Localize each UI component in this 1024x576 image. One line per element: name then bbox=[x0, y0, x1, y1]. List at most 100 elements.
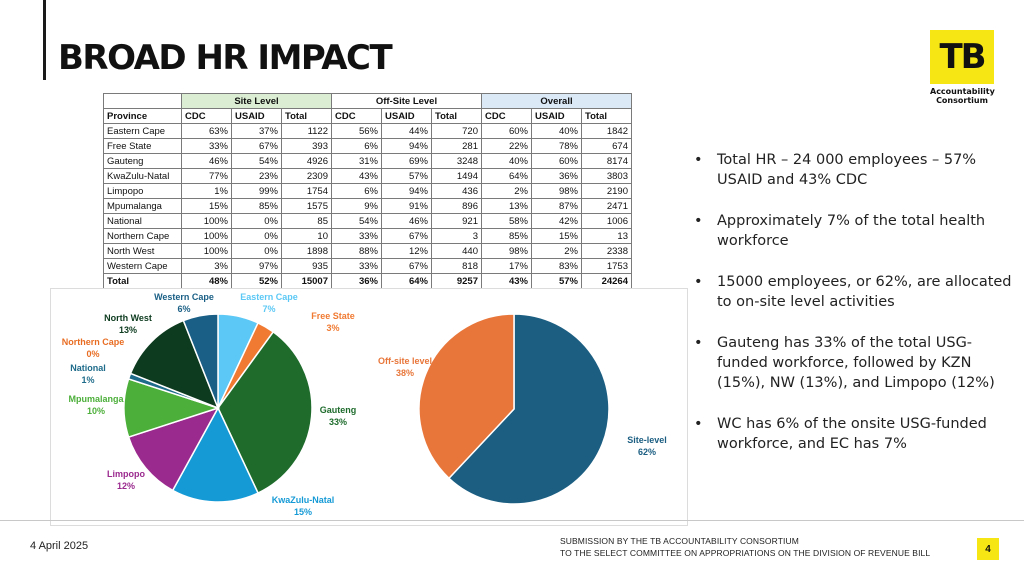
bullet-icon: • bbox=[694, 416, 703, 432]
total-cell: 24264 bbox=[581, 273, 632, 289]
header-overall-usaid: USAID bbox=[531, 108, 582, 124]
header-province: Province bbox=[103, 108, 182, 124]
table-cell: 0% bbox=[231, 213, 282, 229]
pie-label-percent: 38% bbox=[396, 368, 414, 378]
pie-data-label: Limpopo 12% bbox=[107, 469, 145, 491]
footer-line-1: SUBMISSION BY THE TB ACCOUNTABILITY CONS… bbox=[560, 536, 799, 546]
bullet-icon: • bbox=[694, 213, 703, 229]
table-cell: 99% bbox=[231, 183, 282, 199]
table-cell: 83% bbox=[531, 258, 582, 274]
pie-label-percent: 10% bbox=[87, 406, 105, 416]
table-cell: 1575 bbox=[281, 198, 332, 214]
pie-data-label: Free State 3% bbox=[311, 311, 355, 333]
table-cell: 2309 bbox=[281, 168, 332, 184]
province-cell: KwaZulu-Natal bbox=[103, 168, 182, 184]
table-cell: 1898 bbox=[281, 243, 332, 259]
table-row: Northern Cape 100% 0% 10 33% 67% 3 85% 15% 13 bbox=[103, 228, 632, 244]
logo-caption-line1: Accountability bbox=[930, 87, 995, 96]
table-body: Eastern Cape 63% 37% 1122 56% 44% 720 60% 40% 184… bbox=[103, 123, 632, 274]
pie-slice bbox=[217, 330, 313, 495]
table-cell: 56% bbox=[331, 123, 382, 139]
tb-accountability-logo: TB Accountability Consortium bbox=[930, 30, 995, 105]
bullet-item: • Gauteng has 33% of the total USG-funded… bbox=[692, 333, 1012, 393]
bullet-item: • WC has 6% of the onsite USG-funded work… bbox=[692, 414, 1012, 454]
table-cell: 54% bbox=[231, 153, 282, 169]
total-cell: Total bbox=[103, 273, 182, 289]
province-cell: Free State bbox=[103, 138, 182, 154]
province-cell: Mpumalanga bbox=[103, 198, 182, 214]
table-cell: 896 bbox=[431, 198, 482, 214]
table-cell: 3248 bbox=[431, 153, 482, 169]
hr-table: Site Level Off-Site Level Overall Provin… bbox=[103, 93, 632, 289]
province-cell: Eastern Cape bbox=[103, 123, 182, 139]
pie-label-category: National bbox=[70, 363, 106, 373]
table-cell: 60% bbox=[481, 123, 532, 139]
pie-label-percent: 0% bbox=[86, 349, 99, 359]
bullet-icon: • bbox=[694, 152, 703, 168]
total-cell: 57% bbox=[531, 273, 582, 289]
table-cell: 94% bbox=[381, 183, 432, 199]
table-cell: 1122 bbox=[281, 123, 332, 139]
table-cell: 1754 bbox=[281, 183, 332, 199]
table-cell: 674 bbox=[581, 138, 632, 154]
table-cell: 77% bbox=[181, 168, 232, 184]
table-cell: 46% bbox=[181, 153, 232, 169]
province-cell: Limpopo bbox=[103, 183, 182, 199]
table-cell: 9% bbox=[331, 198, 382, 214]
pie-label-category: Gauteng bbox=[320, 405, 357, 415]
pie-data-label: Gauteng 33% bbox=[320, 405, 357, 427]
table-cell: 98% bbox=[531, 183, 582, 199]
group-spacer bbox=[103, 93, 182, 109]
table-total-row: Total 48% 52% 15007 36% 64% 9257 43% 57%… bbox=[103, 273, 632, 289]
province-cell: Gauteng bbox=[103, 153, 182, 169]
logo-caption-line2: Consortium bbox=[936, 96, 988, 105]
table-cell: 85 bbox=[281, 213, 332, 229]
pie-slice bbox=[182, 313, 219, 409]
table-cell: 54% bbox=[331, 213, 382, 229]
table-cell: 64% bbox=[481, 168, 532, 184]
table-cell: 37% bbox=[231, 123, 282, 139]
table-cell: 818 bbox=[431, 258, 482, 274]
table-cell: 42% bbox=[531, 213, 582, 229]
table-cell: 88% bbox=[331, 243, 382, 259]
total-cell: 43% bbox=[481, 273, 532, 289]
table-cell: 6% bbox=[331, 183, 382, 199]
table-cell: 67% bbox=[231, 138, 282, 154]
header-off-cdc: CDC bbox=[331, 108, 382, 124]
header-site-total: Total bbox=[281, 108, 332, 124]
bullet-text: WC has 6% of the onsite USG-funded workf… bbox=[717, 416, 987, 452]
table-cell: 40% bbox=[531, 123, 582, 139]
table-cell: 40% bbox=[481, 153, 532, 169]
pie-label-percent: 3% bbox=[326, 323, 339, 333]
bullet-icon: • bbox=[694, 335, 703, 351]
table-cell: 57% bbox=[381, 168, 432, 184]
table-cell: 13% bbox=[481, 198, 532, 214]
pie-data-label: North West 13% bbox=[104, 313, 152, 335]
table-cell: 33% bbox=[331, 228, 382, 244]
table-cell: 60% bbox=[531, 153, 582, 169]
table-cell: 15% bbox=[181, 198, 232, 214]
table-header-row: Province CDC USAID Total CDC USAID Total… bbox=[103, 108, 632, 124]
table-cell: 281 bbox=[431, 138, 482, 154]
header-site-usaid: USAID bbox=[231, 108, 282, 124]
group-off-site-level: Off-Site Level bbox=[331, 93, 482, 109]
table-cell: 78% bbox=[531, 138, 582, 154]
pie-label-category: Mpumalanga bbox=[68, 394, 124, 404]
table-cell: 67% bbox=[381, 258, 432, 274]
table-cell: 720 bbox=[431, 123, 482, 139]
bullet-item: • Approximately 7% of the total health wo… bbox=[692, 211, 1012, 251]
pie-slice bbox=[129, 319, 220, 410]
table-cell: 31% bbox=[331, 153, 382, 169]
pie-label-category: Free State bbox=[311, 311, 355, 321]
pie-data-label: National 1% bbox=[70, 363, 106, 385]
table-row: National 100% 0% 85 54% 46% 921 58% 42% 1006 bbox=[103, 213, 632, 229]
group-site-level: Site Level bbox=[181, 93, 332, 109]
header-overall-total: Total bbox=[581, 108, 632, 124]
total-cell: 36% bbox=[331, 273, 382, 289]
table-cell: 8174 bbox=[581, 153, 632, 169]
pie-chart-2: Site-level 62% Off-site level 38% bbox=[378, 313, 667, 505]
pie-data-label: Eastern Cape 7% bbox=[240, 292, 298, 314]
pie-label-percent: 33% bbox=[329, 417, 347, 427]
pie-slice bbox=[171, 406, 260, 503]
pie-data-label: Northern Cape 0% bbox=[62, 337, 125, 359]
